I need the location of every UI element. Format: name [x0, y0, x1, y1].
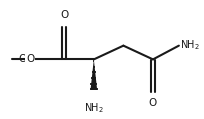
Text: O: O	[18, 54, 26, 64]
Text: O: O	[60, 10, 68, 20]
Text: NH$_2$: NH$_2$	[180, 38, 200, 52]
Text: O: O	[149, 98, 157, 108]
Text: O: O	[26, 54, 34, 64]
Text: NH$_2$: NH$_2$	[84, 101, 104, 115]
Polygon shape	[91, 59, 97, 90]
